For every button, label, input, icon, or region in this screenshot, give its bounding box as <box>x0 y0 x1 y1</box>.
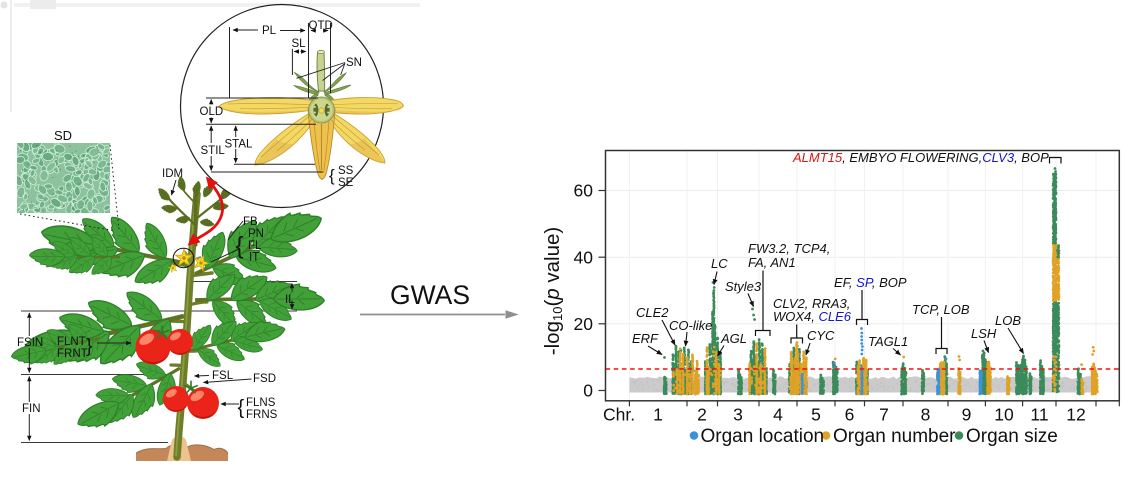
svg-text:40: 40 <box>574 247 594 267</box>
svg-text:WOX4, CLE6: WOX4, CLE6 <box>773 309 852 324</box>
svg-text:CO-like: CO-like <box>669 318 712 333</box>
svg-text:FLNT: FLNT <box>57 336 86 348</box>
svg-text:FL: FL <box>248 240 262 252</box>
svg-text:Organ location: Organ location <box>701 426 825 447</box>
svg-text:IL: IL <box>285 294 295 306</box>
svg-text:4: 4 <box>773 405 783 425</box>
svg-text:SS: SS <box>338 165 354 177</box>
svg-text:FSD: FSD <box>253 373 276 385</box>
svg-text:10: 10 <box>994 405 1014 425</box>
svg-text:}: } <box>86 336 92 357</box>
svg-text:LSH: LSH <box>971 326 997 341</box>
svg-text:8: 8 <box>921 405 931 425</box>
svg-text:FA, AN1: FA, AN1 <box>748 255 796 270</box>
svg-text:20: 20 <box>574 314 594 334</box>
svg-text:FRNT: FRNT <box>57 348 88 360</box>
svg-text:Organ number: Organ number <box>833 426 956 447</box>
svg-text:ALMT15, EMBYO FLOWERING,CLV3,: ALMT15, EMBYO FLOWERING,CLV3, BOP <box>792 150 1049 165</box>
svg-text:FSL: FSL <box>212 370 234 382</box>
svg-text:FB: FB <box>243 216 258 228</box>
svg-text:ERF: ERF <box>632 331 659 346</box>
svg-text:Organ size: Organ size <box>966 426 1058 447</box>
svg-text:PN: PN <box>248 228 264 240</box>
svg-text:STIL: STIL <box>201 145 226 157</box>
svg-text:FIN: FIN <box>22 403 41 415</box>
svg-text:9: 9 <box>962 405 972 425</box>
svg-text:AGL: AGL <box>720 331 747 346</box>
svg-text:{: { <box>329 166 335 185</box>
svg-text:1: 1 <box>653 405 663 425</box>
svg-text:SD: SD <box>54 128 72 143</box>
svg-text:IDM: IDM <box>162 168 183 180</box>
svg-text:TAGL1: TAGL1 <box>868 334 908 349</box>
svg-text:OTD: OTD <box>309 20 333 32</box>
svg-text:{: { <box>238 397 245 419</box>
svg-text:LOB: LOB <box>995 313 1021 328</box>
svg-text:Style3: Style3 <box>725 279 762 294</box>
svg-text:5: 5 <box>811 405 821 425</box>
svg-text:TCP, LOB: TCP, LOB <box>912 302 970 317</box>
svg-text:FLNS: FLNS <box>246 397 276 409</box>
svg-text:SL: SL <box>292 38 307 50</box>
svg-text:12: 12 <box>1066 405 1085 425</box>
svg-text:0: 0 <box>583 381 593 401</box>
svg-text:FW3.2, TCP4,: FW3.2, TCP4, <box>748 241 830 256</box>
svg-text:CLV2, RRA3,: CLV2, RRA3, <box>773 296 850 311</box>
svg-text:2: 2 <box>697 405 707 425</box>
svg-text:{: { <box>236 233 244 260</box>
svg-text:LC: LC <box>711 256 728 271</box>
svg-text:6: 6 <box>845 405 855 425</box>
svg-text:11: 11 <box>1030 405 1048 425</box>
svg-text:SE: SE <box>338 177 354 189</box>
svg-text:IT: IT <box>249 252 259 264</box>
svg-text:7: 7 <box>879 405 889 425</box>
svg-text:CLE2: CLE2 <box>636 305 669 320</box>
svg-text:GWAS: GWAS <box>390 280 470 310</box>
svg-text:CYC: CYC <box>807 328 835 343</box>
svg-text:FRNS: FRNS <box>246 409 278 421</box>
svg-text:Chr.: Chr. <box>603 405 635 425</box>
svg-text:60: 60 <box>574 181 594 201</box>
svg-text:-log10(p value): -log10(p value) <box>541 227 565 355</box>
svg-text:FSIN: FSIN <box>17 337 43 349</box>
svg-text:EF, SP, BOP: EF, SP, BOP <box>834 275 907 290</box>
svg-text:OLD: OLD <box>200 106 224 118</box>
svg-text:STAL: STAL <box>225 139 254 151</box>
svg-text:SN: SN <box>346 57 362 69</box>
svg-text:3: 3 <box>733 405 743 425</box>
svg-text:PL: PL <box>262 25 277 37</box>
